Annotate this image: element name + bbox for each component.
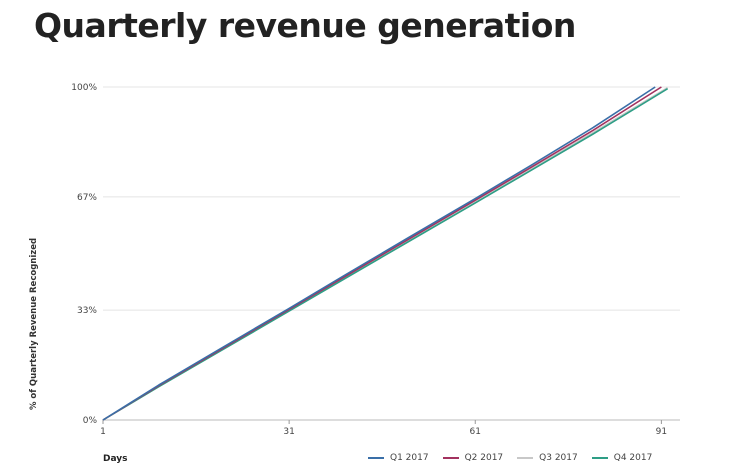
x-tick-label: 1 [100,427,106,437]
series-line [102,88,669,421]
legend-item: Q2 2017 [442,453,504,463]
legend-label: Q2 2017 [464,453,504,463]
legend-item: Q4 2017 [591,453,653,463]
legend-swatch [517,457,534,459]
legend-swatch [591,457,608,459]
x-tick-label: 31 [283,427,294,437]
legend-label: Q1 2017 [390,453,429,463]
legend-label: Q4 2017 [613,453,653,463]
y-tick-label: 0% [83,416,98,426]
legend-swatch [368,457,384,459]
legend-item: Q1 2017 [368,453,429,463]
x-axis-label: Days [103,454,128,464]
x-tick-label: 61 [470,427,481,437]
series-line [102,86,656,421]
x-tick-label: 91 [656,427,667,437]
legend-item: Q3 2017 [517,453,578,463]
chart-title: Quarterly revenue generation [34,6,576,45]
y-tick-label: 33% [77,306,97,316]
y-tick-label: 100% [71,83,97,93]
y-tick-label: 67% [77,193,97,203]
legend-label: Q3 2017 [539,453,578,463]
legend-swatch [442,457,459,459]
legend: Q1 2017 Q2 2017 Q3 2017 Q4 2017 [368,453,652,463]
